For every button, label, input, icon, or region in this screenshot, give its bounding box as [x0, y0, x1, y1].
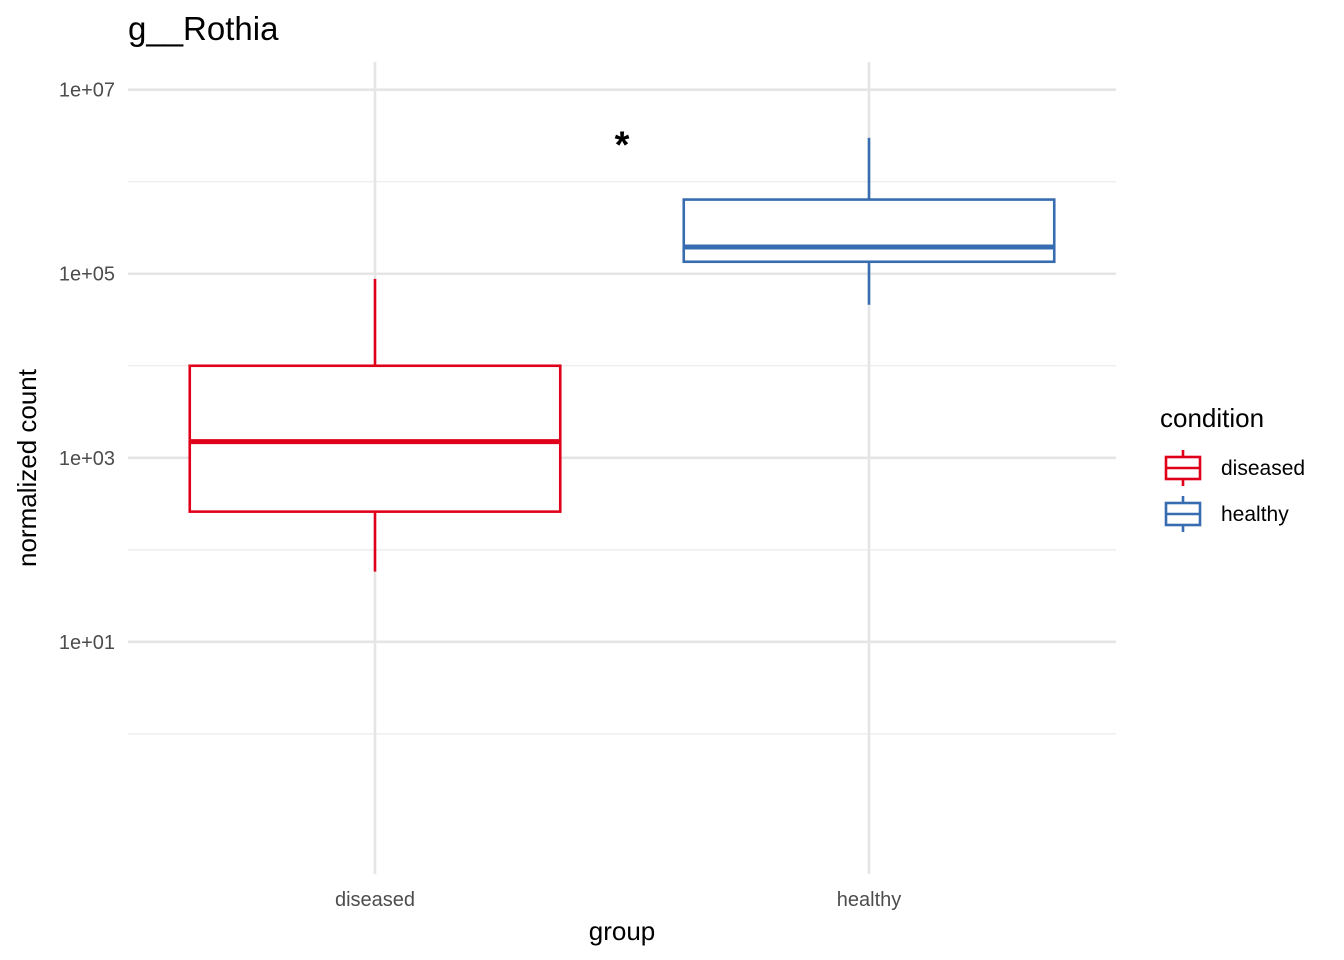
box-iqr [188, 364, 562, 513]
y-axis-title: normalized count [12, 368, 42, 567]
boxplot-diseased [188, 278, 562, 572]
y-tick-label: 1e+07 [59, 80, 115, 102]
y-tick-label: 1e+03 [59, 448, 115, 470]
legend-key-diseased [1164, 450, 1202, 486]
box-iqr [682, 198, 1056, 264]
legend-label: healthy [1221, 503, 1289, 526]
legend: condition diseased healthy [1160, 403, 1305, 532]
legend-key-healthy [1164, 496, 1202, 532]
x-tick-label: healthy [837, 889, 902, 911]
significance-annotation: * [615, 125, 630, 167]
chart-title: g__Rothia [128, 10, 279, 47]
x-axis-title: group [589, 916, 656, 946]
y-tick-label: 1e+05 [59, 264, 115, 286]
boxplot-healthy [682, 137, 1056, 305]
x-tick-labels: diseased healthy [335, 889, 901, 911]
legend-label: diseased [1221, 457, 1305, 480]
y-tick-labels: 1e+01 1e+03 1e+05 1e+07 [59, 80, 115, 654]
legend-title: condition [1160, 403, 1264, 433]
x-tick-label: diseased [335, 889, 415, 911]
boxplots [188, 137, 1056, 572]
y-tick-label: 1e+01 [59, 632, 115, 654]
